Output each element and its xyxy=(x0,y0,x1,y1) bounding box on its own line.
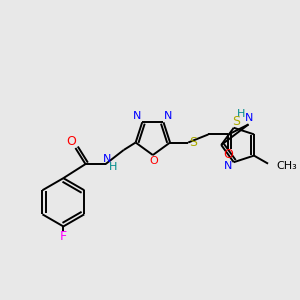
Text: H: H xyxy=(108,162,117,172)
Text: CH₃: CH₃ xyxy=(276,161,297,171)
Text: O: O xyxy=(224,148,233,161)
Text: N: N xyxy=(164,111,173,121)
Text: N: N xyxy=(245,113,254,123)
Text: H: H xyxy=(237,110,246,119)
Text: S: S xyxy=(232,115,240,128)
Text: S: S xyxy=(189,136,197,149)
Text: N: N xyxy=(102,154,111,164)
Text: N: N xyxy=(133,111,141,121)
Text: O: O xyxy=(67,136,76,148)
Text: O: O xyxy=(149,156,158,166)
Text: N: N xyxy=(224,161,232,171)
Text: F: F xyxy=(60,230,67,243)
